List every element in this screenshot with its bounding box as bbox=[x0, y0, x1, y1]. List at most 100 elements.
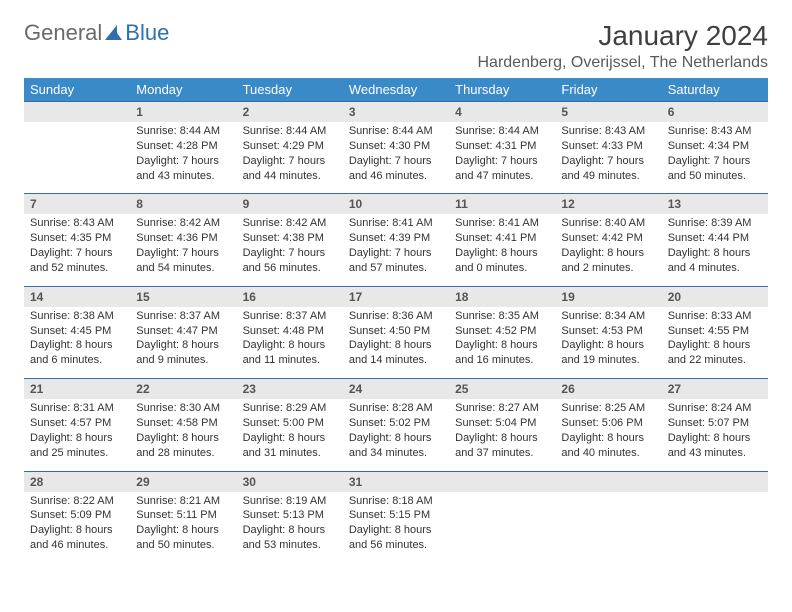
daynum-cell: 23 bbox=[237, 379, 343, 400]
daynum-cell: 24 bbox=[343, 379, 449, 400]
sunset-line: Sunset: 5:13 PM bbox=[243, 508, 337, 523]
day-number: 27 bbox=[662, 379, 768, 399]
dow-monday: Monday bbox=[130, 78, 236, 102]
day-details: Sunrise: 8:41 AMSunset: 4:39 PMDaylight:… bbox=[343, 214, 449, 285]
day-number: 26 bbox=[555, 379, 661, 399]
day-number: 29 bbox=[130, 472, 236, 492]
sunrise-line: Sunrise: 8:29 AM bbox=[243, 401, 337, 416]
daynum-cell: 26 bbox=[555, 379, 661, 400]
day-details: Sunrise: 8:33 AMSunset: 4:55 PMDaylight:… bbox=[662, 307, 768, 378]
day-details: Sunrise: 8:39 AMSunset: 4:44 PMDaylight:… bbox=[662, 214, 768, 285]
day-content-cell: Sunrise: 8:41 AMSunset: 4:41 PMDaylight:… bbox=[449, 214, 555, 286]
sunset-line: Sunset: 4:42 PM bbox=[561, 231, 655, 246]
day-details: Sunrise: 8:41 AMSunset: 4:41 PMDaylight:… bbox=[449, 214, 555, 285]
day-number: 25 bbox=[449, 379, 555, 399]
day-content-cell: Sunrise: 8:44 AMSunset: 4:28 PMDaylight:… bbox=[130, 122, 236, 194]
day-number: 11 bbox=[449, 194, 555, 214]
daylight-line: Daylight: 7 hours and 43 minutes. bbox=[136, 154, 230, 184]
daynum-cell: 17 bbox=[343, 286, 449, 307]
day-details: Sunrise: 8:28 AMSunset: 5:02 PMDaylight:… bbox=[343, 399, 449, 470]
daylight-line: Daylight: 7 hours and 57 minutes. bbox=[349, 246, 443, 276]
sunrise-line: Sunrise: 8:42 AM bbox=[243, 216, 337, 231]
day-details: Sunrise: 8:19 AMSunset: 5:13 PMDaylight:… bbox=[237, 492, 343, 563]
sunset-line: Sunset: 4:30 PM bbox=[349, 139, 443, 154]
day-number: 18 bbox=[449, 287, 555, 307]
sunrise-line: Sunrise: 8:39 AM bbox=[668, 216, 762, 231]
sunset-line: Sunset: 4:38 PM bbox=[243, 231, 337, 246]
day-content-cell bbox=[555, 492, 661, 563]
daylight-line: Daylight: 8 hours and 4 minutes. bbox=[668, 246, 762, 276]
day-details: Sunrise: 8:35 AMSunset: 4:52 PMDaylight:… bbox=[449, 307, 555, 378]
daylight-line: Daylight: 8 hours and 46 minutes. bbox=[30, 523, 124, 553]
week-4-daynums: 28293031 bbox=[24, 471, 768, 492]
sunset-line: Sunset: 4:55 PM bbox=[668, 324, 762, 339]
day-details: Sunrise: 8:43 AMSunset: 4:34 PMDaylight:… bbox=[662, 122, 768, 193]
day-content-cell: Sunrise: 8:42 AMSunset: 4:38 PMDaylight:… bbox=[237, 214, 343, 286]
calendar-body: 123456Sunrise: 8:44 AMSunset: 4:28 PMDay… bbox=[24, 102, 768, 563]
week-1-content: Sunrise: 8:43 AMSunset: 4:35 PMDaylight:… bbox=[24, 214, 768, 286]
day-content-cell: Sunrise: 8:34 AMSunset: 4:53 PMDaylight:… bbox=[555, 307, 661, 379]
day-content-cell: Sunrise: 8:39 AMSunset: 4:44 PMDaylight:… bbox=[662, 214, 768, 286]
daynum-cell: 13 bbox=[662, 194, 768, 215]
day-details: Sunrise: 8:27 AMSunset: 5:04 PMDaylight:… bbox=[449, 399, 555, 470]
day-details: Sunrise: 8:29 AMSunset: 5:00 PMDaylight:… bbox=[237, 399, 343, 470]
daylight-line: Daylight: 8 hours and 53 minutes. bbox=[243, 523, 337, 553]
day-content-cell: Sunrise: 8:43 AMSunset: 4:34 PMDaylight:… bbox=[662, 122, 768, 194]
day-content-cell bbox=[662, 492, 768, 563]
day-content-cell: Sunrise: 8:37 AMSunset: 4:47 PMDaylight:… bbox=[130, 307, 236, 379]
sunset-line: Sunset: 5:09 PM bbox=[30, 508, 124, 523]
sunset-line: Sunset: 4:31 PM bbox=[455, 139, 549, 154]
day-details: Sunrise: 8:40 AMSunset: 4:42 PMDaylight:… bbox=[555, 214, 661, 285]
sunset-line: Sunset: 5:06 PM bbox=[561, 416, 655, 431]
sunrise-line: Sunrise: 8:30 AM bbox=[136, 401, 230, 416]
sunrise-line: Sunrise: 8:37 AM bbox=[243, 309, 337, 324]
week-0-daynums: 123456 bbox=[24, 102, 768, 123]
week-2-content: Sunrise: 8:38 AMSunset: 4:45 PMDaylight:… bbox=[24, 307, 768, 379]
sunset-line: Sunset: 4:45 PM bbox=[30, 324, 124, 339]
day-content-cell: Sunrise: 8:36 AMSunset: 4:50 PMDaylight:… bbox=[343, 307, 449, 379]
sunset-line: Sunset: 5:04 PM bbox=[455, 416, 549, 431]
logo: General Blue bbox=[24, 20, 169, 46]
day-number: 20 bbox=[662, 287, 768, 307]
day-number: 22 bbox=[130, 379, 236, 399]
week-1-daynums: 78910111213 bbox=[24, 194, 768, 215]
daylight-line: Daylight: 8 hours and 31 minutes. bbox=[243, 431, 337, 461]
sunset-line: Sunset: 4:50 PM bbox=[349, 324, 443, 339]
day-number: 12 bbox=[555, 194, 661, 214]
daynum-cell: 27 bbox=[662, 379, 768, 400]
sunset-line: Sunset: 5:11 PM bbox=[136, 508, 230, 523]
day-details: Sunrise: 8:44 AMSunset: 4:30 PMDaylight:… bbox=[343, 122, 449, 193]
day-content-cell: Sunrise: 8:18 AMSunset: 5:15 PMDaylight:… bbox=[343, 492, 449, 563]
daynum-cell bbox=[555, 471, 661, 492]
sunset-line: Sunset: 5:07 PM bbox=[668, 416, 762, 431]
sunset-line: Sunset: 4:41 PM bbox=[455, 231, 549, 246]
day-details: Sunrise: 8:42 AMSunset: 4:38 PMDaylight:… bbox=[237, 214, 343, 285]
day-number: 9 bbox=[237, 194, 343, 214]
daylight-line: Daylight: 8 hours and 50 minutes. bbox=[136, 523, 230, 553]
daylight-line: Daylight: 8 hours and 28 minutes. bbox=[136, 431, 230, 461]
day-number: 30 bbox=[237, 472, 343, 492]
daylight-line: Daylight: 7 hours and 56 minutes. bbox=[243, 246, 337, 276]
day-content-cell: Sunrise: 8:27 AMSunset: 5:04 PMDaylight:… bbox=[449, 399, 555, 471]
sunrise-line: Sunrise: 8:41 AM bbox=[455, 216, 549, 231]
dow-sunday: Sunday bbox=[24, 78, 130, 102]
day-number: 7 bbox=[24, 194, 130, 214]
day-details: Sunrise: 8:18 AMSunset: 5:15 PMDaylight:… bbox=[343, 492, 449, 563]
daylight-line: Daylight: 7 hours and 52 minutes. bbox=[30, 246, 124, 276]
week-0-content: Sunrise: 8:44 AMSunset: 4:28 PMDaylight:… bbox=[24, 122, 768, 194]
sunrise-line: Sunrise: 8:44 AM bbox=[349, 124, 443, 139]
daynum-cell: 11 bbox=[449, 194, 555, 215]
daynum-cell: 30 bbox=[237, 471, 343, 492]
day-content-cell: Sunrise: 8:22 AMSunset: 5:09 PMDaylight:… bbox=[24, 492, 130, 563]
day-details: Sunrise: 8:37 AMSunset: 4:47 PMDaylight:… bbox=[130, 307, 236, 378]
week-2-daynums: 14151617181920 bbox=[24, 286, 768, 307]
day-details: Sunrise: 8:42 AMSunset: 4:36 PMDaylight:… bbox=[130, 214, 236, 285]
week-3-daynums: 21222324252627 bbox=[24, 379, 768, 400]
day-details: Sunrise: 8:43 AMSunset: 4:35 PMDaylight:… bbox=[24, 214, 130, 285]
sunset-line: Sunset: 4:35 PM bbox=[30, 231, 124, 246]
daynum-cell: 1 bbox=[130, 102, 236, 123]
logo-sail-icon bbox=[103, 23, 123, 43]
day-content-cell: Sunrise: 8:41 AMSunset: 4:39 PMDaylight:… bbox=[343, 214, 449, 286]
sunrise-line: Sunrise: 8:41 AM bbox=[349, 216, 443, 231]
daynum-cell: 5 bbox=[555, 102, 661, 123]
